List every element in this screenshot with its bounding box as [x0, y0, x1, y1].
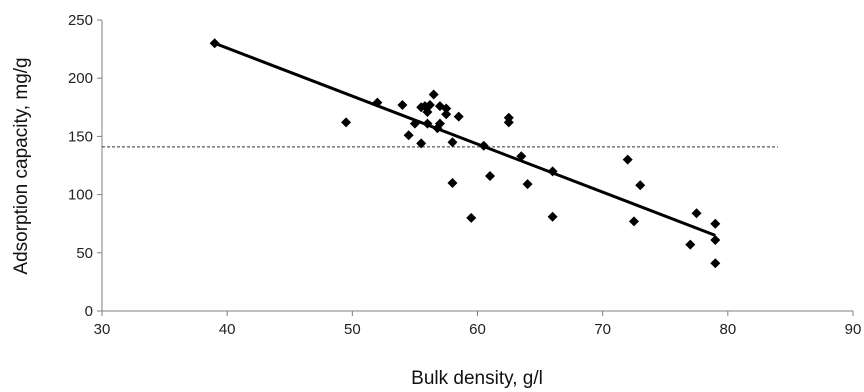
data-point: [209, 38, 220, 49]
data-points: [209, 38, 721, 269]
x-tick-label: 60: [469, 321, 486, 338]
y-tick-label: 50: [76, 245, 93, 262]
data-point: [516, 151, 527, 162]
data-point: [466, 212, 477, 223]
data-point: [522, 179, 533, 190]
data-point: [441, 103, 452, 114]
data-point: [341, 117, 352, 128]
x-axis: 30 40 50 60 70 80 90: [94, 310, 862, 338]
data-point: [434, 118, 445, 129]
data-point: [691, 208, 702, 219]
data-point: [447, 137, 458, 148]
data-point: [710, 258, 721, 269]
data-point: [485, 170, 496, 181]
data-point: [635, 180, 646, 191]
x-tick-label: 70: [594, 321, 611, 338]
data-point: [453, 111, 464, 122]
x-tick-label: 50: [344, 321, 361, 338]
x-tick-label: 90: [845, 321, 862, 338]
data-point: [478, 140, 489, 151]
y-tick-label: 150: [68, 128, 93, 145]
y-tick-label: 250: [68, 12, 93, 29]
data-point: [447, 177, 458, 188]
y-tick-label: 100: [68, 187, 93, 204]
data-point: [710, 234, 721, 245]
x-tick-label: 40: [219, 321, 236, 338]
y-axis-title: Adsorption capacity, mg/g: [11, 57, 32, 274]
y-tick-label: 0: [85, 303, 93, 320]
data-point: [547, 166, 558, 177]
data-point: [503, 117, 514, 128]
x-axis-title: Bulk density, g/l: [411, 368, 543, 389]
trendline-layer: [214, 41, 716, 237]
data-point: [628, 216, 639, 227]
data-point: [422, 118, 433, 129]
trendline: [214, 41, 716, 237]
data-point: [416, 138, 427, 149]
data-point: [409, 118, 420, 129]
data-point: [428, 89, 439, 100]
data-point: [403, 130, 414, 141]
data-point: [710, 218, 721, 229]
data-point: [547, 211, 558, 222]
data-point: [622, 154, 633, 165]
x-tick-label: 30: [94, 321, 111, 338]
y-tick-label: 200: [68, 70, 93, 87]
data-point: [424, 99, 435, 110]
data-point: [397, 99, 408, 110]
data-point: [685, 239, 696, 250]
x-tick-label: 80: [719, 321, 736, 338]
data-point: [441, 109, 452, 120]
data-point: [372, 97, 383, 108]
y-axis: 0 50 100 150 200 250: [68, 12, 103, 320]
